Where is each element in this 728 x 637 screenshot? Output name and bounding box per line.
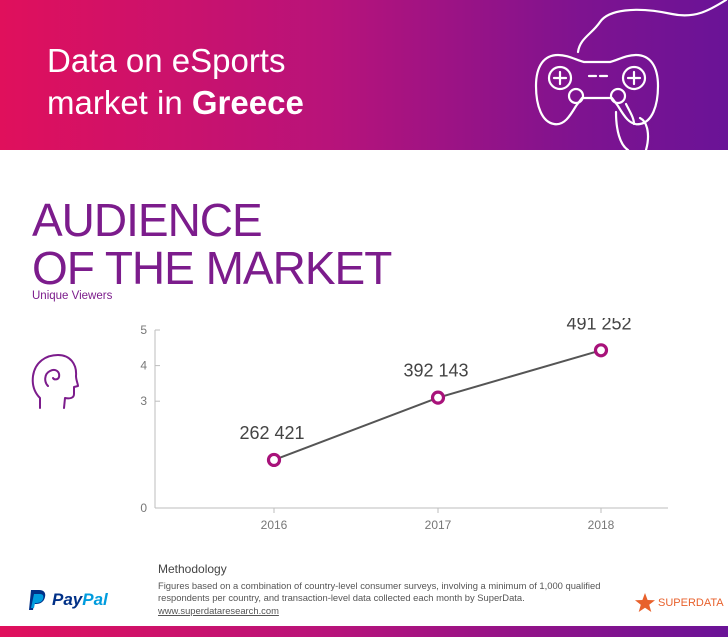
- page-title: Data on eSports market in Greece: [47, 40, 467, 124]
- data-label: 392 143: [403, 361, 468, 381]
- section-title-line1: AUDIENCE: [32, 194, 263, 246]
- superdata-logo: SUPERDATA: [634, 592, 724, 614]
- paypal-pay-text: Pay: [52, 590, 83, 609]
- data-label: 262 421: [239, 423, 304, 443]
- page-title-line2: market in Greece: [47, 82, 467, 124]
- paypal-p-icon: [29, 590, 46, 610]
- game-controller-icon: [534, 0, 728, 150]
- person-head-icon: [31, 354, 79, 409]
- page-title-line1: Data on eSports: [47, 42, 286, 79]
- paypal-pal-text: Pal: [82, 590, 108, 609]
- page-title-country: Greece: [191, 84, 304, 121]
- y-tick-label: 4: [140, 359, 147, 373]
- section-title-line2: OF THE MARKET: [32, 242, 392, 294]
- methodology-text: Figures based on a combination of countr…: [158, 580, 601, 603]
- data-point: [266, 452, 282, 468]
- data-point: [430, 390, 446, 405]
- superdata-star-icon: [635, 593, 655, 612]
- footer-bar: [0, 626, 728, 637]
- methodology-block: Methodology Figures based on a combinati…: [158, 562, 618, 617]
- chart-series: 262 421 392 143 491 252: [239, 318, 632, 468]
- audience-line-chart: 0 3 4 5 2016 2017 2018 262 421 392 143 491 252: [140, 318, 668, 532]
- data-point: [593, 343, 609, 358]
- data-label: 491 252: [566, 318, 631, 333]
- superdata-wordmark: SUPERDATA: [658, 597, 724, 609]
- x-tick-label: 2016: [261, 518, 288, 532]
- x-tick-label: 2018: [588, 518, 615, 532]
- section-title: AUDIENCE OF THE MARKET: [32, 196, 532, 292]
- paypal-wordmark: PayPal: [52, 590, 108, 610]
- chart-subtitle: Unique Viewers: [32, 290, 113, 302]
- chart-axes: 0 3 4 5 2016 2017 2018: [140, 323, 668, 532]
- y-tick-label: 5: [140, 323, 147, 337]
- x-tick-label: 2017: [425, 518, 452, 532]
- paypal-logo: PayPal: [28, 588, 108, 612]
- header-banner: Data on eSports market in Greece: [0, 0, 728, 150]
- methodology-link[interactable]: www.superdataresearch.com: [158, 605, 279, 616]
- page-title-line2-plain: market in: [47, 84, 192, 121]
- methodology-title: Methodology: [158, 562, 227, 576]
- y-tick-label: 3: [140, 394, 147, 408]
- y-tick-label: 0: [140, 501, 147, 515]
